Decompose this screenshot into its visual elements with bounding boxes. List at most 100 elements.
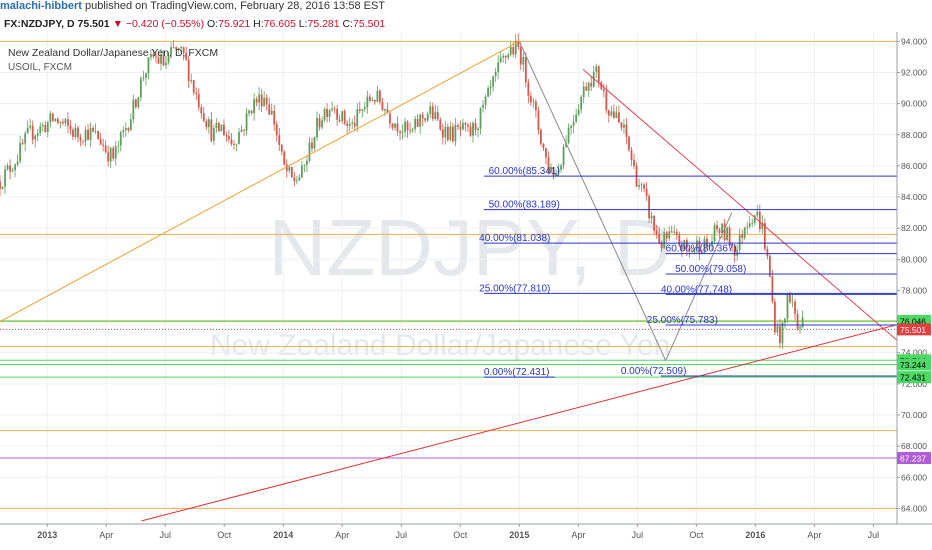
candle-body	[99, 138, 102, 145]
y-tick-label: 82.000	[901, 223, 927, 233]
candle-body	[358, 109, 361, 111]
candle-body	[494, 72, 497, 77]
symbol-label[interactable]: FX:NZDJPY, D	[4, 18, 75, 30]
candle-body	[610, 111, 613, 116]
candle-body	[751, 222, 754, 224]
candle-body	[112, 148, 115, 159]
candle-body	[346, 123, 349, 126]
candle-body	[479, 107, 482, 129]
candle-body	[94, 131, 97, 132]
candle-body	[399, 131, 401, 133]
candle-body	[82, 140, 84, 142]
candle-body	[389, 113, 391, 124]
open-label: O:	[207, 18, 219, 30]
candle-body	[781, 322, 784, 344]
candle-body	[462, 123, 464, 130]
candle-body	[373, 99, 376, 102]
price-tag-label: 76.046	[900, 316, 926, 326]
candle-body	[779, 326, 781, 344]
candle-body	[459, 126, 462, 130]
candle-body	[625, 124, 628, 137]
candle-body	[180, 47, 183, 48]
candle-body	[379, 90, 381, 102]
candle-body	[489, 86, 492, 89]
y-tick-label: 84.000	[901, 192, 927, 202]
high-value: 76.605	[263, 18, 296, 30]
candle-body	[253, 99, 256, 114]
candle-body	[753, 215, 756, 223]
candle-body	[587, 82, 590, 91]
candle-body	[499, 57, 502, 63]
candle-body	[537, 110, 540, 131]
candle-body	[84, 129, 87, 142]
candle-body	[200, 107, 203, 114]
candle-body	[368, 96, 371, 101]
horizontal-levels[interactable]	[0, 40, 897, 509]
candle-body	[316, 118, 318, 138]
candle-body	[612, 111, 615, 118]
candle-body	[451, 126, 454, 142]
candle-body	[255, 99, 258, 103]
candle-body	[675, 231, 678, 235]
x-tick-label: Jul	[159, 530, 171, 540]
candle-body	[748, 223, 751, 227]
candle-body	[472, 122, 474, 136]
candle-body	[41, 124, 44, 127]
trendlines[interactable]	[0, 40, 898, 522]
candle-body	[605, 90, 608, 111]
y-axis[interactable]: 64.000 66.000 68.000 70.000 72.000 74.000 76.0…	[897, 36, 927, 513]
candle-body	[444, 126, 447, 138]
candle-body	[238, 132, 240, 144]
candle-body	[313, 137, 316, 149]
candle-body	[630, 149, 633, 160]
candle-body	[620, 122, 623, 128]
candle-body	[260, 94, 263, 107]
candle-body	[147, 57, 150, 74]
candle-body	[602, 89, 605, 91]
candle-body	[580, 96, 583, 110]
candle-body	[741, 234, 744, 238]
candle-body	[142, 77, 145, 79]
candle-body	[738, 234, 741, 250]
candle-body	[431, 106, 434, 119]
candle-body	[263, 97, 266, 107]
candle-body	[497, 62, 500, 73]
candle-body	[517, 41, 520, 48]
candle-body	[469, 126, 472, 136]
candle-body	[321, 120, 323, 128]
candle-body	[771, 276, 774, 302]
candle-body	[283, 151, 286, 165]
candle-body	[449, 126, 452, 140]
candle-body	[736, 249, 739, 256]
candle-body	[331, 108, 334, 111]
candle-body	[502, 55, 505, 58]
trendline	[582, 68, 898, 341]
candle-body	[285, 164, 288, 171]
price-tag-box	[897, 358, 931, 371]
candle-body	[424, 118, 427, 121]
candle-body	[454, 125, 457, 142]
candle-body	[129, 119, 132, 131]
fib-levels[interactable]: 60.00%(85.341) 50.00%(83.189) 40.00%(81.03…	[479, 166, 897, 378]
candle-body	[288, 167, 291, 171]
x-axis[interactable]: 2013 Apr Jul Oct 2014 Apr Jul Oct 2015 Apr Jul Oct 2…	[37, 524, 879, 540]
author-link[interactable]: malachi-hibbert	[0, 0, 82, 12]
candle-body	[527, 82, 530, 96]
candle-body	[333, 108, 336, 110]
candle-body	[92, 128, 94, 132]
candle-body	[723, 223, 726, 240]
candle-body	[24, 133, 27, 144]
candle-body	[303, 164, 306, 166]
y-tick-label: 72.000	[901, 379, 927, 389]
candle-body	[72, 129, 74, 137]
price-tag-box	[897, 323, 931, 336]
candle-body	[743, 227, 746, 238]
candle-body	[519, 47, 522, 65]
candle-body	[540, 130, 542, 144]
candle-body	[240, 129, 243, 133]
candle-body	[87, 129, 89, 140]
candle-body	[607, 110, 610, 116]
y-tick-label: 70.000	[901, 410, 927, 420]
